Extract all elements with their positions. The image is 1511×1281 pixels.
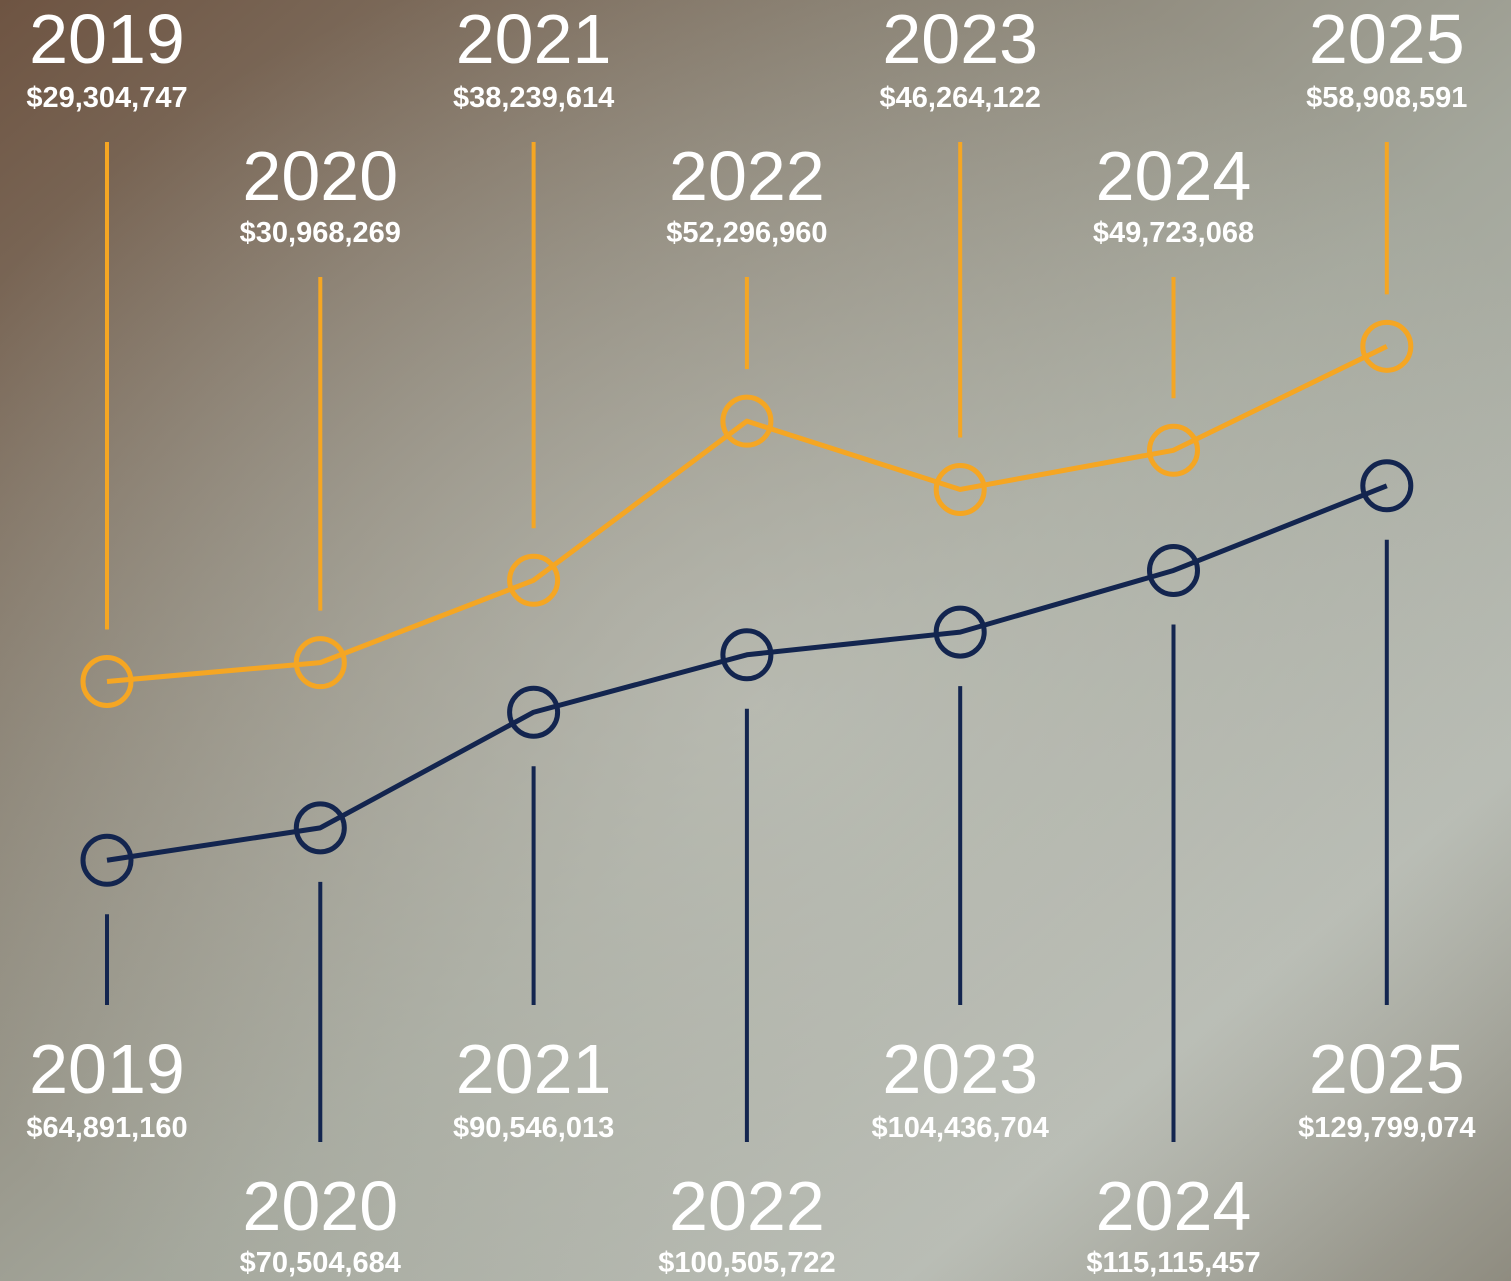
value-label: $70,504,684: [240, 1247, 401, 1279]
value-label: $30,968,269: [240, 217, 401, 249]
series-line: [106, 344, 1388, 684]
year-label: 2025: [1309, 1030, 1465, 1108]
data-point: [1360, 459, 1414, 513]
year-label: 2019: [29, 0, 185, 78]
value-label: $52,296,960: [666, 217, 827, 249]
year-label: 2020: [242, 1167, 398, 1245]
data-point: [80, 654, 134, 708]
year-label: 2020: [242, 137, 398, 215]
value-label: $49,723,068: [1093, 217, 1254, 249]
year-label: 2019: [29, 1030, 185, 1108]
year-label: 2025: [1309, 0, 1465, 78]
value-label: $90,546,013: [453, 1112, 614, 1144]
value-label: $129,799,074: [1298, 1112, 1475, 1144]
year-label: 2024: [1096, 1167, 1252, 1245]
year-label: 2021: [456, 0, 612, 78]
data-point: [293, 636, 347, 690]
data-point: [507, 685, 561, 739]
value-label: $38,239,614: [453, 82, 614, 114]
data-point: [293, 801, 347, 855]
year-label: 2022: [669, 1167, 825, 1245]
data-point: [933, 605, 987, 659]
value-label: $100,505,722: [658, 1247, 835, 1279]
value-label: $64,891,160: [26, 1112, 187, 1144]
year-label: 2023: [882, 0, 1038, 78]
data-point: [507, 553, 561, 607]
value-label: $115,115,457: [1086, 1247, 1260, 1279]
value-label: $104,436,704: [871, 1112, 1048, 1144]
value-label: $58,908,591: [1306, 82, 1467, 114]
year-label: 2024: [1096, 137, 1252, 215]
data-point: [80, 833, 134, 887]
year-label: 2021: [456, 1030, 612, 1108]
year-label: 2022: [669, 137, 825, 215]
series-line: [106, 483, 1388, 863]
data-point: [1360, 319, 1414, 373]
value-label: $46,264,122: [880, 82, 1041, 114]
data-point: [933, 462, 987, 516]
data-point: [720, 628, 774, 682]
data-point: [1147, 543, 1200, 597]
data-point: [1147, 423, 1200, 477]
value-label: $29,304,747: [26, 82, 187, 114]
data-point: [720, 394, 774, 448]
year-label: 2023: [882, 1030, 1038, 1108]
